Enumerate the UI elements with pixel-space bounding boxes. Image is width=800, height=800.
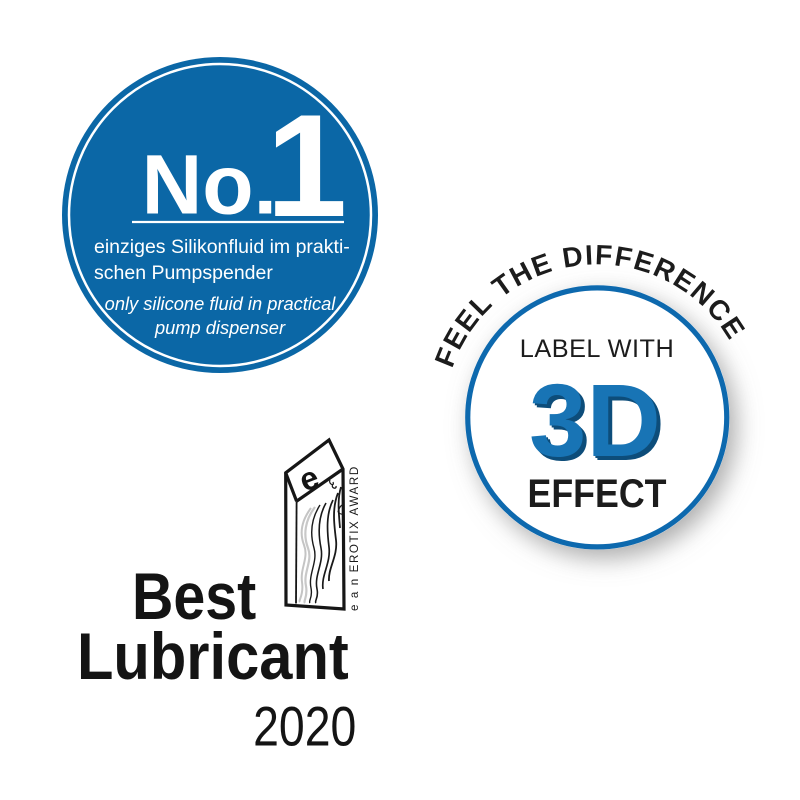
svg-text:only silicone fluid in practic: only silicone fluid in practical [105,293,337,314]
svg-text:schen Pumpspender: schen Pumpspender [94,262,273,284]
svg-text:3D: 3D [529,363,661,478]
svg-text:LABEL WITH: LABEL WITH [520,335,674,363]
svg-text:No.: No. [142,137,277,231]
svg-text:2020: 2020 [253,695,356,758]
svg-text:Lubricant: Lubricant [77,619,349,693]
svg-text:einziges Silikonfluid im prakt: einziges Silikonfluid im prakti- [94,236,350,258]
svg-text:pump dispenser: pump dispenser [154,317,286,338]
svg-text:e a n EROTIX AWARD: e a n EROTIX AWARD [348,465,361,611]
svg-text:EFFECT: EFFECT [528,472,667,516]
